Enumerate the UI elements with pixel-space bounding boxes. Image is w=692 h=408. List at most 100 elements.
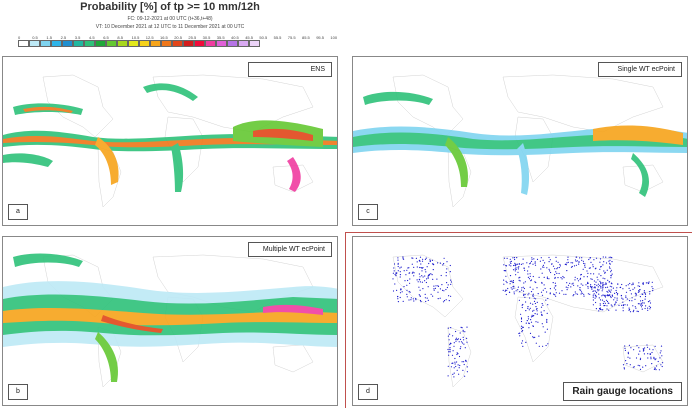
gauge-dot (652, 349, 654, 351)
gauge-dot (580, 291, 583, 293)
gauge-dot (449, 351, 451, 353)
gauge-dot (578, 261, 580, 263)
gauge-dot (593, 273, 595, 275)
gauge-dot (441, 284, 443, 286)
gauge-dot (520, 263, 522, 265)
gauge-dot (541, 323, 543, 325)
gauge-dot (421, 281, 423, 283)
gauge-dot (546, 276, 548, 278)
gauge-dot (453, 372, 455, 374)
gauge-dot (433, 288, 435, 290)
gauge-dot (628, 300, 631, 302)
gauge-dot (662, 362, 664, 364)
gauge-dot (555, 260, 557, 262)
gauge-dot (642, 350, 644, 352)
gauge-dot (622, 288, 624, 290)
colorbar-tick-label: 95.5 (316, 35, 324, 40)
gauge-dot (607, 294, 609, 296)
single-wt-map (353, 57, 687, 225)
gauge-dot (638, 282, 640, 284)
colorbar-tick-label: 1.5 (46, 35, 52, 40)
gauge-dot (541, 272, 543, 274)
gauge-dot (536, 258, 539, 260)
gauge-dot (405, 274, 407, 276)
gauge-dot (432, 278, 434, 280)
gauge-dot (532, 295, 534, 298)
gauge-dot (602, 277, 604, 279)
gauge-dot (519, 291, 521, 293)
gauge-dot (604, 302, 606, 304)
gauge-dot (544, 287, 546, 290)
gauge-dot (635, 357, 638, 359)
gauge-dot (607, 302, 609, 304)
gauge-dot (630, 293, 632, 295)
gauge-dot (459, 348, 461, 350)
gauge-dot (649, 308, 651, 310)
gauge-dot (506, 289, 508, 291)
gauge-dot (654, 359, 656, 361)
gauge-dot (543, 276, 545, 278)
gauge-dot (529, 307, 531, 309)
gauge-dot (584, 265, 586, 267)
gauge-dot (448, 300, 450, 302)
gauge-dot (565, 263, 567, 265)
gauge-dot (457, 353, 459, 355)
gauge-dot (583, 295, 585, 297)
gauge-dot (406, 296, 408, 298)
gauge-dot (426, 297, 428, 299)
gauge-dot (643, 291, 645, 293)
gauge-dot (518, 299, 520, 301)
gauge-dot (592, 304, 594, 306)
gauge-dot (555, 271, 557, 273)
gauge-dot (642, 283, 644, 285)
gauge-dot (591, 288, 593, 290)
gauge-dot (610, 256, 612, 258)
gauge-dot (513, 293, 515, 295)
gauge-dot (621, 283, 623, 286)
gauge-dot (449, 333, 451, 335)
gauge-dot (520, 318, 523, 320)
gauge-dot (512, 280, 514, 282)
gauge-dot (522, 263, 524, 265)
gauge-dot (640, 303, 642, 305)
gauge-dot (548, 256, 550, 259)
gauge-dot (640, 302, 642, 304)
gauge-dot (639, 365, 641, 367)
colorbar-tick-label: 35.5 (216, 35, 225, 40)
colorbar-cell (40, 40, 51, 47)
gauge-dot (606, 286, 609, 288)
gauge-dot (639, 350, 641, 352)
gauge-dot (594, 287, 596, 289)
gauge-dot (555, 256, 557, 258)
gauge-dot (463, 363, 465, 366)
gauge-dot (623, 367, 625, 369)
gauge-dot (530, 260, 533, 262)
gauge-dot (455, 337, 457, 339)
gauge-dot (406, 284, 408, 286)
gauge-dot (578, 263, 580, 265)
gauge-dot (638, 353, 640, 355)
gauge-dot (529, 286, 531, 288)
panel-title-rain-gauges: Rain gauge locations (563, 382, 682, 401)
gauge-dot (653, 357, 655, 360)
gauge-dot (638, 347, 640, 349)
gauge-dot (563, 293, 565, 295)
gauge-dot (531, 258, 533, 260)
gauge-dot (507, 287, 509, 290)
gauge-dot (628, 307, 630, 309)
colorbar-tick-label: 16.5 (160, 35, 168, 40)
gauge-dot (534, 302, 536, 305)
gauge-dot (397, 298, 399, 300)
gauge-dot (542, 266, 544, 268)
gauge-dot (407, 267, 409, 269)
gauge-dot (506, 282, 508, 284)
gauge-dot (625, 291, 628, 293)
gauge-dot (540, 257, 542, 259)
gauge-dot (521, 342, 523, 344)
gauge-dot (587, 287, 589, 289)
gauge-dot (513, 287, 515, 289)
gauge-dot (514, 270, 516, 272)
gauge-dot (532, 263, 534, 265)
gauge-dot (512, 257, 514, 259)
gauge-dot (553, 287, 555, 289)
